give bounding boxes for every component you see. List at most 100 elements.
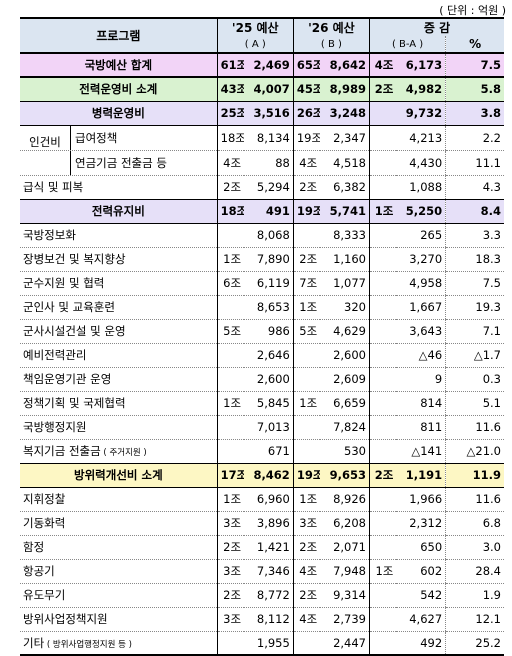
- budget25-jo-cell: 2조: [216, 583, 245, 608]
- change-value-cell: 602: [396, 559, 446, 584]
- program-name: 전력유지비: [91, 204, 145, 218]
- change-jo-cell: [369, 247, 397, 272]
- budget25-value-cell: 671: [244, 439, 294, 464]
- table-row: 국방정보화 8,068 8,333 265 3.3: [20, 223, 504, 248]
- program-name: 군사시설건설 및 운영: [23, 324, 126, 338]
- budget25-jo-cell: 3조: [216, 559, 245, 584]
- budget26-value-cell: 6,659: [320, 391, 370, 416]
- change-jo-cell: 4조: [369, 52, 397, 78]
- budget26-value-cell: 7,948: [320, 559, 370, 584]
- program-name: 항공기: [23, 564, 55, 578]
- table-row: 유도무기 2조 8,772 2조 9,314 542 1.9: [20, 583, 504, 608]
- budget26-jo-cell: 4조: [292, 559, 321, 584]
- budget25-value-cell: 8,068: [244, 223, 294, 248]
- budget26-jo-cell: [292, 439, 321, 464]
- budget26-jo-cell: 1조: [292, 487, 321, 512]
- program-cell: 예비전력관리: [20, 343, 218, 368]
- budget25-value-cell: 986: [244, 319, 294, 344]
- header-pct: %: [445, 36, 504, 53]
- budget26-jo-cell: 1조: [292, 295, 321, 320]
- change-jo-cell: 1조: [369, 198, 397, 224]
- change-value-cell: 4,982: [396, 76, 446, 102]
- change-jo-cell: [369, 343, 397, 368]
- budget25-jo-cell: 5조: [216, 319, 245, 344]
- pct-cell: 0.3: [445, 367, 504, 392]
- change-value-cell: 5,250: [396, 198, 446, 224]
- change-value-cell: 6,173: [396, 52, 446, 78]
- change-value-cell: 4,213: [396, 125, 446, 151]
- table-row: 국방행정지원 7,013 7,824 811 11.6: [20, 415, 504, 440]
- change-jo-cell: [369, 583, 397, 608]
- program-name: 유도무기: [23, 588, 66, 602]
- pct-cell: 3.8: [445, 100, 504, 126]
- budget26-value-cell: 8,333: [320, 223, 370, 248]
- budget25-value-cell: 5,294: [244, 175, 294, 200]
- budget26-jo-cell: [292, 343, 321, 368]
- change-value-cell: 9: [396, 367, 446, 392]
- budget26-jo-cell: 4조: [292, 150, 321, 176]
- budget25-jo-cell: 1조: [216, 487, 245, 512]
- change-jo-cell: [369, 535, 397, 560]
- program-name: 지휘정찰: [23, 492, 66, 506]
- budget25-value-cell: 5,845: [244, 391, 294, 416]
- change-value-cell: 3,270: [396, 247, 446, 272]
- change-jo-cell: 1조: [369, 559, 397, 584]
- budget26-value-cell: 1,077: [320, 271, 370, 296]
- unit-label: ( 단위 : 억원 ): [439, 4, 506, 17]
- program-name: 기타: [23, 635, 45, 650]
- change-jo-cell: [369, 100, 397, 126]
- budget26-value-cell: 8,989: [320, 76, 370, 102]
- program-name: 복지기금 전출금: [23, 444, 101, 458]
- pct-cell: 12.1: [445, 607, 504, 632]
- pct-cell: 11.9: [445, 462, 504, 488]
- program-cell: 복지기금 전출금 ( 주거지원 ): [20, 439, 218, 464]
- budget25-jo-cell: 2조: [216, 535, 245, 560]
- program-cell: 지휘정찰: [20, 487, 218, 512]
- change-jo-cell: [369, 319, 397, 344]
- group-label-personnel: 인건비: [29, 134, 61, 149]
- budget25-jo-cell: [216, 223, 245, 248]
- budget25-value-cell: 3,896: [244, 511, 294, 536]
- budget26-value-cell: 9,653: [320, 462, 370, 488]
- pct-cell: 8.4: [445, 198, 504, 224]
- program-cell: 장병보건 및 복지향상: [20, 247, 218, 272]
- table-row: 장병보건 및 복지향상 1조 7,890 2조 1,160 3,270 18.3: [20, 247, 504, 272]
- pct-cell: 3.3: [445, 223, 504, 248]
- change-jo-cell: [369, 415, 397, 440]
- budget25-jo-cell: 3조: [216, 511, 245, 536]
- budget26-value-cell: 530: [320, 439, 370, 464]
- change-value-cell: 4,958: [396, 271, 446, 296]
- budget26-value-cell: 3,248: [320, 100, 370, 126]
- program-cell: 전력유지비: [20, 198, 218, 224]
- budget25-value-cell: 2,469: [244, 52, 294, 78]
- change-jo-cell: 2조: [369, 462, 397, 488]
- budget26-value-cell: 6,382: [320, 175, 370, 200]
- program-cell: 국방예산 합계: [20, 52, 218, 78]
- budget26-jo-cell: 2조: [292, 583, 321, 608]
- budget25-value-cell: 1,421: [244, 535, 294, 560]
- program-name: 연금기금 전출금 등: [70, 150, 217, 174]
- budget25-jo-cell: 61조: [216, 52, 245, 78]
- budget26-jo-cell: 45조: [292, 76, 321, 102]
- pct-cell: 1.9: [445, 583, 504, 608]
- pct-cell: 7.5: [445, 52, 504, 78]
- budget25-jo-cell: 43조: [216, 76, 245, 102]
- pct-cell: 11.6: [445, 415, 504, 440]
- change-value-cell: 814: [396, 391, 446, 416]
- program-cell: 항공기: [20, 559, 218, 584]
- budget25-jo-cell: 18조: [216, 198, 245, 224]
- header-change: 증 감: [369, 18, 504, 36]
- budget26-jo-cell: 19조: [292, 198, 321, 224]
- program-cell: 방위력개선비 소계: [20, 462, 218, 488]
- change-jo-cell: [369, 391, 397, 416]
- pct-cell: 5.8: [445, 76, 504, 102]
- program-cell: 책임운영기관 운영: [20, 367, 218, 392]
- program-cell: 정책기획 및 국제협력: [20, 391, 218, 416]
- pct-cell: 2.2: [445, 125, 504, 151]
- change-jo-cell: [369, 150, 397, 176]
- budget25-jo-cell: 4조: [216, 150, 245, 176]
- budget26-jo-cell: 4조: [292, 607, 321, 632]
- table-row: 기동화력 3조 3,896 3조 6,208 2,312 6.8: [20, 511, 504, 536]
